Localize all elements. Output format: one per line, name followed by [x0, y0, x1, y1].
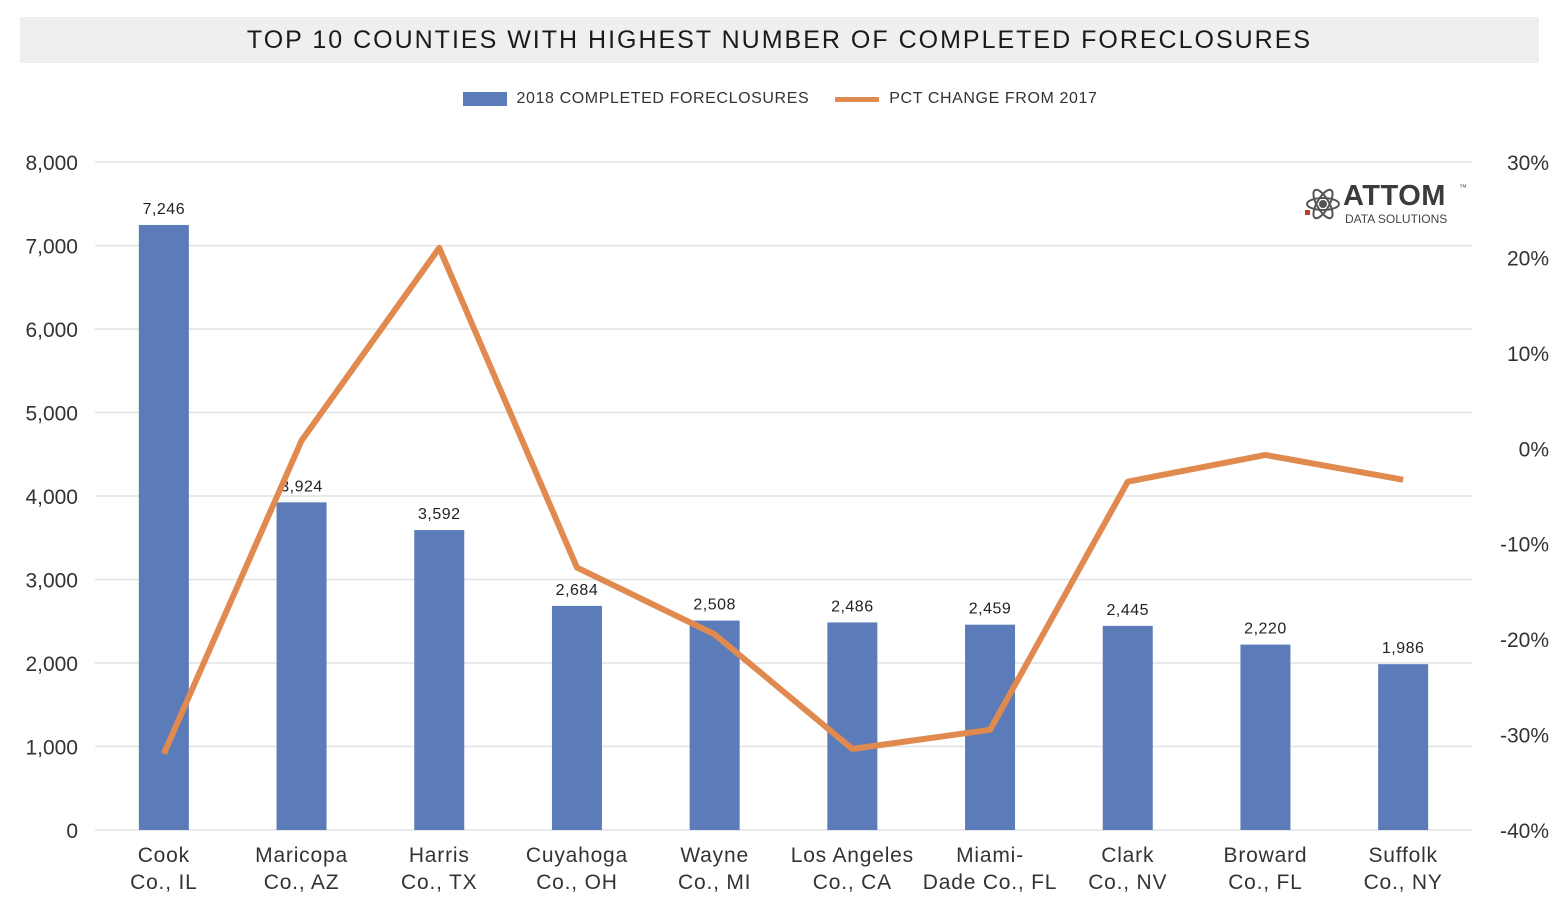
legend: 2018 COMPLETED FORECLOSURES PCT CHANGE F… [0, 90, 1560, 108]
y-right-tick-label: 10% [1507, 343, 1549, 366]
y-right-tick-label: -40% [1500, 820, 1549, 843]
bar [551, 605, 602, 830]
y-right-tick-label: -20% [1500, 629, 1549, 652]
y-left-tick-label: 7,000 [25, 236, 78, 259]
legend-item-line: PCT CHANGE FROM 2017 [835, 90, 1097, 108]
x-category-label: Broward [1224, 844, 1308, 867]
bar-value-label: 3,592 [418, 506, 461, 523]
x-category-label: Co., NY [1364, 871, 1443, 894]
bar [689, 620, 740, 830]
bar [1378, 664, 1429, 830]
legend-label-bars: 2018 COMPLETED FORECLOSURES [516, 90, 810, 107]
y-left-tick-label: 3,000 [25, 570, 78, 593]
x-category-label: Maricopa [255, 844, 348, 867]
bar [1102, 625, 1153, 830]
bar [276, 502, 327, 830]
y-left-tick-label: 8,000 [25, 152, 78, 175]
chart-title: TOP 10 COUNTIES WITH HIGHEST NUMBER OF C… [246, 25, 1313, 54]
logo-trademark: ™ [1459, 183, 1467, 192]
x-category-label: Co., NV [1088, 871, 1167, 894]
x-category-label: Wayne [680, 844, 749, 867]
x-category-label: Cuyahoga [526, 844, 628, 867]
y-left-tick-label: 6,000 [25, 319, 78, 342]
x-category-label: Harris [409, 844, 470, 867]
y-left-tick-label: 0 [66, 820, 78, 843]
logo-subtitle: DATA SOLUTIONS [1345, 212, 1448, 226]
legend-swatch-line [835, 96, 880, 102]
y-right-tick-label: 0% [1519, 438, 1549, 461]
x-category-label: Co., OH [536, 871, 617, 894]
x-category-label: Los Angeles [791, 844, 914, 867]
bar-value-label: 3,924 [280, 478, 323, 495]
bar-value-label: 2,508 [693, 597, 736, 614]
bar-value-label: 2,486 [831, 598, 874, 615]
y-right-tick-label: 20% [1507, 247, 1549, 270]
bar-value-label: 2,684 [556, 582, 599, 599]
chart-title-bar: TOP 10 COUNTIES WITH HIGHEST NUMBER OF C… [20, 17, 1539, 63]
bar-value-label: 2,459 [969, 601, 1012, 618]
y-left-tick-label: 1,000 [25, 737, 78, 760]
y-right-tick-label: -10% [1500, 534, 1549, 557]
x-category-label: Co., MI [678, 871, 751, 894]
logo-wordmark: ATTOM [1343, 180, 1446, 212]
x-category-label: Miami- [956, 844, 1024, 867]
legend-swatch-bars [462, 92, 507, 106]
bar [138, 224, 189, 831]
bar-value-label: 1,986 [1382, 640, 1425, 657]
y-right-tick-label: -30% [1500, 725, 1549, 748]
x-category-label: Clark [1101, 844, 1154, 867]
atom-logo-icon [1305, 188, 1340, 220]
attom-logo: ATTOM ™ DATA SOLUTIONS [1305, 180, 1470, 230]
x-category-label: Co., IL [130, 871, 197, 894]
bar [827, 622, 878, 830]
x-category-label: Dade Co., FL [923, 871, 1058, 894]
legend-item-bars: 2018 COMPLETED FORECLOSURES [462, 90, 810, 108]
bar-value-label: 2,220 [1244, 621, 1287, 638]
y-left-tick-label: 5,000 [25, 403, 78, 426]
x-category-label: Co., CA [813, 871, 892, 894]
x-category-label: Suffolk [1368, 844, 1437, 867]
pct-change-line [161, 244, 1404, 755]
x-category-label: Co., FL [1228, 871, 1302, 894]
bar-value-label: 2,445 [1106, 602, 1149, 619]
bar-value-label: 7,246 [143, 201, 186, 218]
x-category-label: Co., TX [401, 871, 477, 894]
bar [1240, 644, 1291, 830]
x-category-label: Co., AZ [264, 871, 340, 894]
legend-label-line: PCT CHANGE FROM 2017 [889, 90, 1098, 107]
y-right-tick-label: 30% [1507, 152, 1549, 175]
y-left-tick-label: 4,000 [25, 486, 78, 509]
bar [414, 530, 465, 830]
y-left-tick-label: 2,000 [25, 653, 78, 676]
x-category-label: Cook [138, 844, 190, 867]
